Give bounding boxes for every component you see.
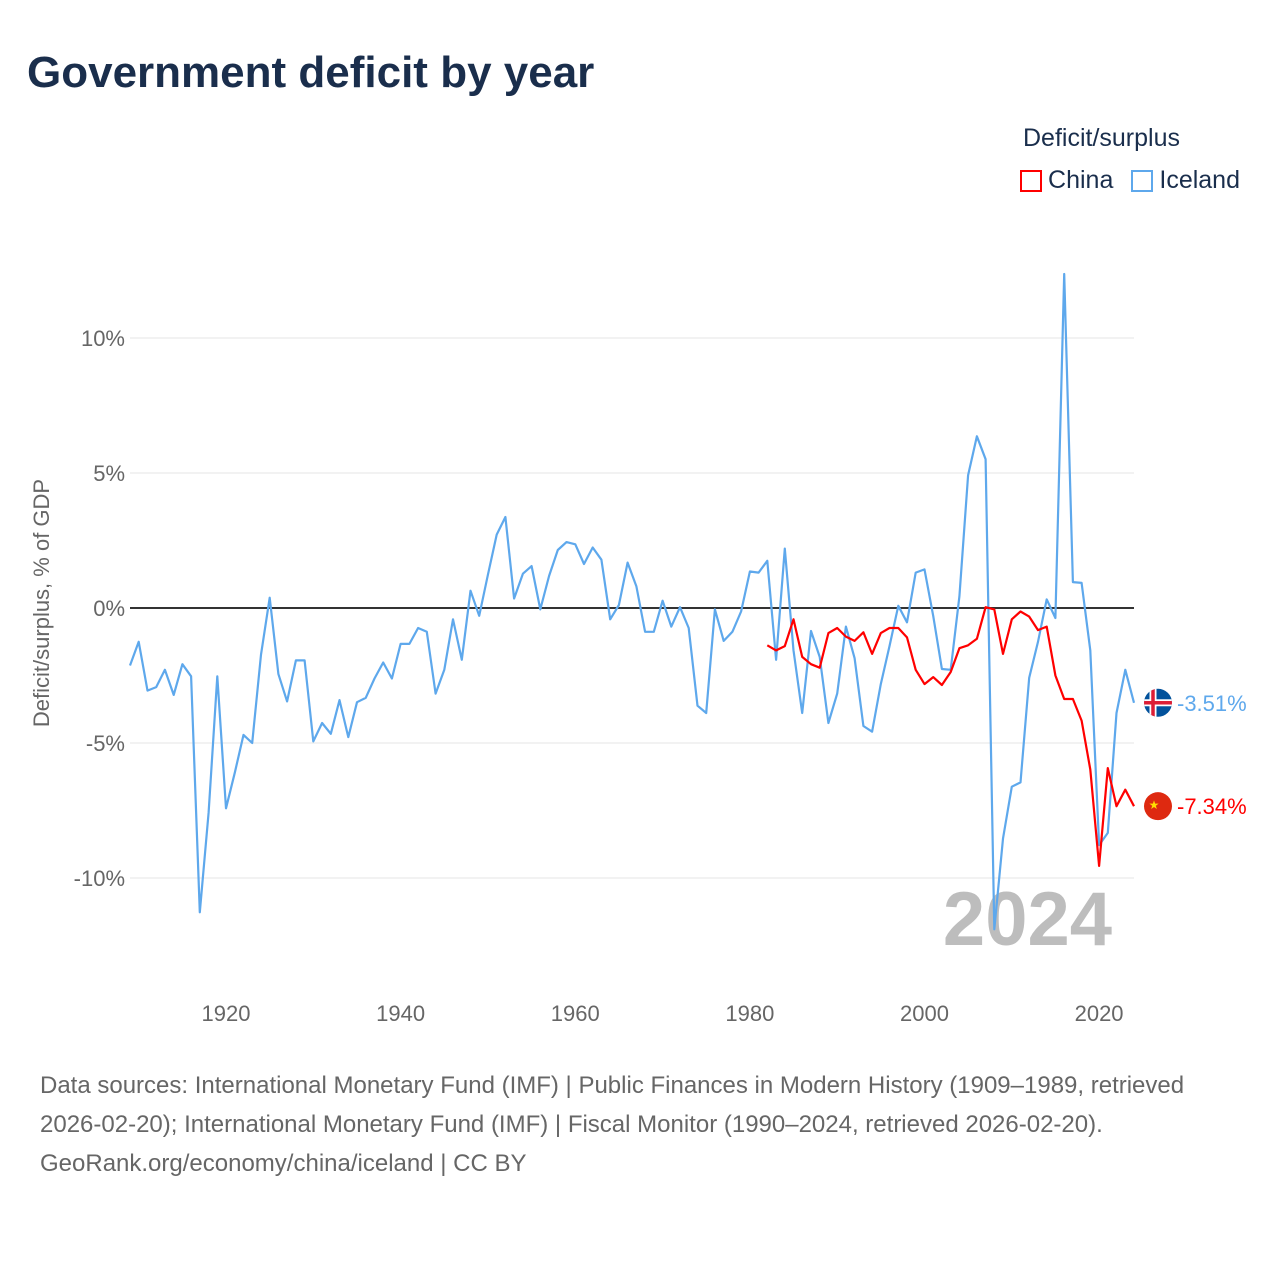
flag-icon-china: ★ [1144, 792, 1172, 821]
chart-title: Government deficit by year [27, 48, 595, 97]
x-tick-label: 2000 [900, 1001, 949, 1026]
y-tick-label: -10% [74, 866, 125, 891]
y-tick-label: 0% [93, 596, 125, 621]
y-tick-label: 5% [93, 461, 125, 486]
legend-item-china[interactable]: China [1020, 166, 1113, 195]
x-tick-label: 1960 [551, 1001, 600, 1026]
x-tick-label: 1980 [725, 1001, 774, 1026]
x-tick-label: 2020 [1075, 1001, 1124, 1026]
end-label-china: -7.34% [1177, 794, 1247, 819]
legend-label-iceland: Iceland [1159, 166, 1240, 194]
end-label-iceland: -3.51% [1177, 691, 1247, 716]
series-line-iceland [128, 272, 1136, 931]
y-axis-title: Deficit/surplus, % of GDP [29, 479, 54, 727]
legend-swatch-iceland [1131, 169, 1154, 192]
y-tick-label: -5% [86, 731, 125, 756]
data-sources: Data sources: International Monetary Fun… [40, 1072, 1185, 1138]
series-line-china [766, 606, 1135, 868]
legend-item-iceland[interactable]: Iceland [1131, 166, 1240, 195]
flag-icon-iceland [1144, 688, 1172, 717]
year-watermark: 2024 [943, 877, 1112, 962]
footer: Data sources: International Monetary Fun… [40, 1066, 1240, 1183]
x-tick-label: 1940 [376, 1001, 425, 1026]
legend-label-china: China [1048, 166, 1114, 194]
y-tick-label: 10% [81, 326, 125, 351]
credit-link[interactable]: GeoRank.org/economy/china/iceland | CC B… [40, 1150, 527, 1177]
legend-swatch-china [1020, 169, 1043, 192]
svg-text:★: ★ [1149, 798, 1160, 812]
x-tick-label: 1920 [202, 1001, 251, 1026]
legend: China Iceland [1020, 166, 1240, 195]
legend-title: Deficit/surplus [1023, 124, 1180, 152]
